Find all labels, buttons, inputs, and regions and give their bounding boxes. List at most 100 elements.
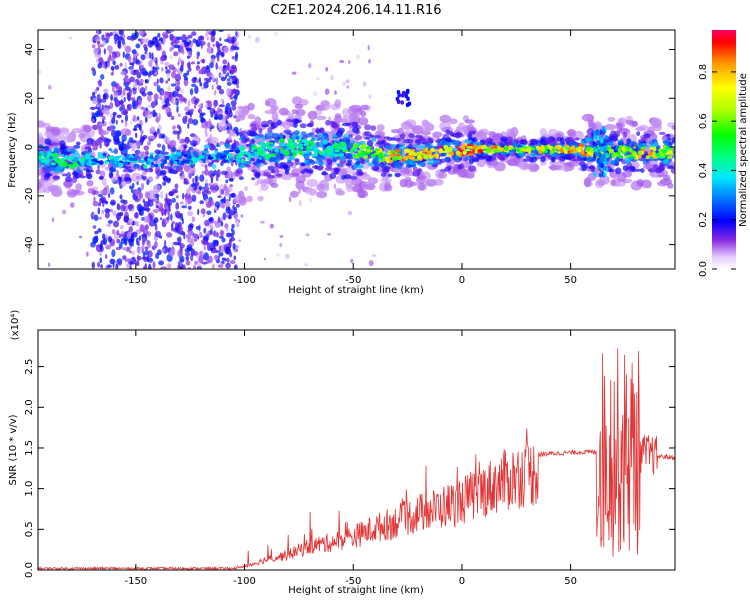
spectral-noise-blob <box>120 70 127 76</box>
spectral-noise-blob <box>206 30 209 35</box>
spectral-noise-blob <box>145 79 148 84</box>
spectral-band-blob <box>38 164 42 168</box>
spectral-band-blob <box>412 152 418 157</box>
spectral-noise-blob <box>168 202 171 211</box>
spectral-noise-blob <box>186 62 191 69</box>
spectral-noise-blob <box>134 149 141 155</box>
spectral-noise-blob <box>137 85 140 91</box>
spectral-band-blob <box>300 169 306 174</box>
spectral-noise-blob <box>226 122 232 127</box>
spectral-band-blob <box>54 159 59 163</box>
spectral-band-blob <box>360 111 367 117</box>
spectral-band-blob <box>351 153 356 158</box>
spectral-noise-blob <box>172 90 177 98</box>
spectral-noise-blob <box>114 99 119 108</box>
spectral-band-blob <box>423 154 429 160</box>
spectral-band-blob <box>403 148 410 153</box>
spectral-band-blob <box>661 150 668 153</box>
spectral-band-blob <box>265 155 271 160</box>
spectral-noise-blob <box>178 126 182 134</box>
spectral-band-blob <box>98 160 104 165</box>
spectral-band-blob <box>64 134 74 143</box>
spectral-noise-blob <box>143 175 147 181</box>
spectral-band-blob <box>662 174 671 182</box>
y-tick-label: 1.5 <box>24 440 35 456</box>
spectral-band-blob <box>615 167 622 175</box>
spectral-band-blob <box>372 165 380 172</box>
spectral-band-blob <box>154 163 159 168</box>
spectral-band-blob <box>186 151 191 156</box>
spectral-noise-blob <box>144 150 150 156</box>
spectral-band-blob <box>418 144 425 149</box>
spectral-noise-blob <box>157 249 162 256</box>
spectral-noise-blob <box>165 69 171 75</box>
spectral-noise-blob <box>228 196 231 202</box>
spectral-noise-blob <box>184 97 187 105</box>
spectral-noise-blob <box>114 83 119 89</box>
spectral-band-blob <box>570 159 580 167</box>
spectral-noise-blob <box>153 81 159 87</box>
spectral-band-blob <box>279 154 285 160</box>
spectral-band-blob <box>374 148 381 152</box>
spectral-noise-blob <box>126 231 131 239</box>
spectral-band-blob <box>51 126 61 136</box>
spectral-noise-blob <box>180 65 184 72</box>
spectral-noise-blob <box>187 117 194 125</box>
spectral-band-blob <box>554 156 562 160</box>
spectral-band-blob <box>284 150 290 156</box>
spectral-noise-blob <box>101 115 106 121</box>
spectral-noise-blob <box>118 233 122 239</box>
spectral-noise-blob <box>192 178 195 184</box>
spectral-noise-blob <box>199 231 203 238</box>
spectral-band-blob <box>257 195 264 202</box>
spectral-band-blob <box>650 118 662 129</box>
spectral-band-blob <box>330 153 335 156</box>
spectral-band-blob <box>342 137 350 141</box>
spectral-noise-blob <box>96 93 101 101</box>
spectral-noise-blob <box>136 123 140 128</box>
spectral-noise-blob <box>105 254 108 259</box>
spectral-band-blob <box>360 150 366 155</box>
spectral-noise-blob <box>160 266 167 269</box>
spectral-noise-blob <box>190 254 194 262</box>
spectral-band-blob <box>122 169 129 173</box>
spectral-noise-blob <box>100 196 106 203</box>
spectral-noise-blob <box>178 36 183 41</box>
spectral-noise-blob <box>187 200 191 205</box>
spectral-band-blob <box>544 154 552 158</box>
spectral-noise-blob <box>146 216 150 224</box>
spectral-noise-blob <box>225 187 230 195</box>
spectral-band-blob <box>598 172 603 178</box>
spectral-noise-blob <box>226 64 231 72</box>
spectral-band-blob <box>658 131 666 135</box>
spectral-noise-blob <box>187 34 193 39</box>
spectral-noise-blob <box>206 242 212 250</box>
spectral-band-blob <box>570 145 576 151</box>
spectral-noise-blob <box>156 63 159 69</box>
spectral-band-blob <box>58 134 66 143</box>
spectral-noise-blob <box>226 72 230 77</box>
spectral-band-blob <box>350 140 356 144</box>
spectral-band-blob <box>160 169 167 176</box>
spectral-noise-blob <box>110 65 115 71</box>
spectral-band-blob <box>181 151 185 157</box>
spectral-noise-blob <box>116 169 119 176</box>
spectral-band-blob <box>562 164 570 172</box>
spectral-noise-blob <box>122 88 126 96</box>
spectral-noise-blob <box>161 90 164 97</box>
spectral-band-blob <box>313 161 321 164</box>
spectral-band-blob <box>251 138 255 144</box>
spectral-band-blob <box>394 173 402 177</box>
spectral-band-blob <box>602 146 607 152</box>
spectral-noise-blob <box>226 264 231 268</box>
spectral-noise-blob <box>118 261 122 266</box>
spectral-noise-blob <box>230 100 237 106</box>
spectral-noise-blob <box>151 52 154 60</box>
spectral-band-blob <box>347 152 351 157</box>
spectral-noise-blob <box>111 176 116 183</box>
spectral-noise-blob <box>367 44 370 51</box>
spectral-band-blob <box>517 144 522 148</box>
spectral-noise-blob <box>133 81 138 89</box>
snr-panel: -150 -100 -50 0 50 0.0 0.5 1.0 1.5 2.0 2.5 Height … <box>8 310 676 596</box>
spectral-noise-blob <box>120 237 127 244</box>
